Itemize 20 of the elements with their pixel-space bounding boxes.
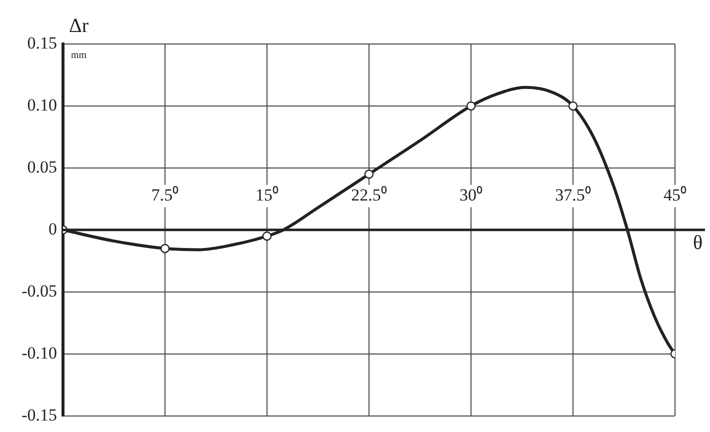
y-tick-label: -0.05 [22,281,57,300]
y-tick-label: 0.15 [27,33,57,52]
y-tick-label: -0.10 [22,343,57,362]
y-tick-label: 0 [48,219,57,238]
point [160,244,170,254]
x-tick-label: 7.5⁰ [151,186,179,205]
y-tick-label: 0.10 [27,95,57,114]
x-tick-label: 37.5⁰ [555,186,591,205]
y-axis-title: Δr mm [69,15,89,61]
point [568,101,578,111]
y-tick-label: -0.15 [22,405,57,424]
point [262,231,272,241]
x-tick-label: 15⁰ [256,186,278,205]
x-tick-label: 45⁰ [664,186,686,205]
x-tick-label: 30⁰ [460,186,482,205]
x-axis-title: θ [693,232,703,254]
point [466,101,476,111]
point [364,170,374,179]
y-tick-label: 0.05 [27,157,57,176]
x-tick-label: 22.5⁰ [351,186,387,205]
